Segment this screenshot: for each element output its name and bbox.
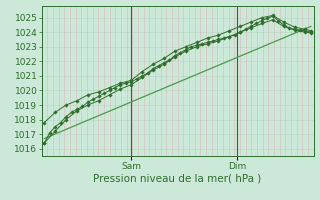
X-axis label: Pression niveau de la mer( hPa ): Pression niveau de la mer( hPa ) (93, 173, 262, 183)
